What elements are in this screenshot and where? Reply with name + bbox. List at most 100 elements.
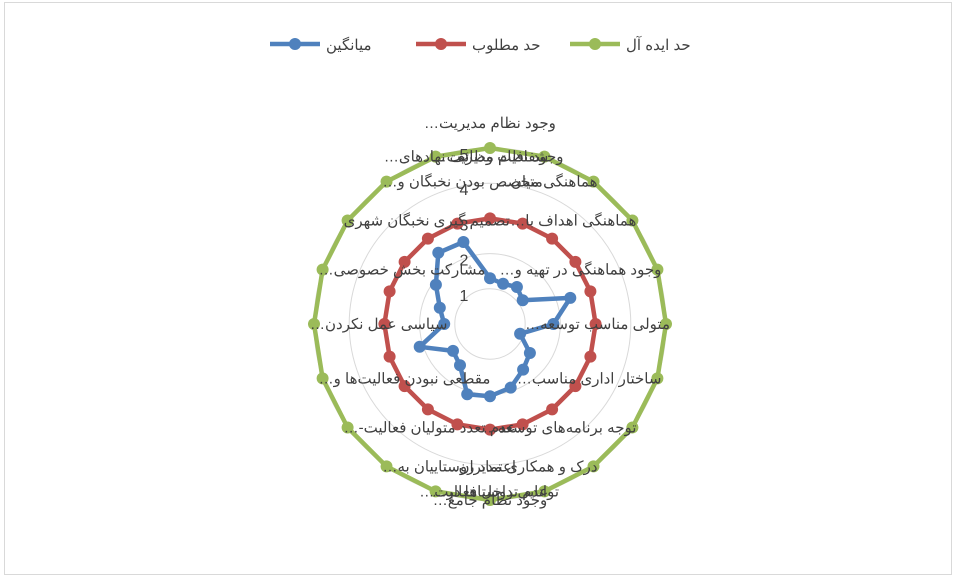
series-point — [523, 347, 536, 359]
category-label: اعتماد روستاییان به… — [383, 458, 517, 475]
series-point — [651, 372, 664, 385]
category-label: مقطعی نبودن فعالیت‌ها و… — [319, 370, 491, 387]
radar-series — [308, 142, 672, 506]
legend-marker — [289, 38, 301, 50]
category-label: سیاسی عمل نکردن… — [310, 316, 447, 333]
series-point — [429, 485, 442, 498]
series-point — [308, 318, 320, 330]
legend-marker — [589, 38, 601, 50]
category-label: شفافیت وظائف نهادهای… — [384, 149, 549, 166]
series-point — [451, 418, 464, 431]
category-label: وجود نظام مدیریت… — [424, 115, 556, 132]
category-label: تصمیم گیری نخبگان شهری — [344, 212, 510, 230]
series-point — [438, 318, 451, 330]
legend-entry: حد مطلوب — [416, 37, 541, 54]
category-label: درک و همکاری مدیران… — [443, 458, 597, 475]
category-label: مشارکت بخش خصوصی… — [319, 262, 486, 279]
series-point — [484, 390, 496, 403]
series-point — [516, 418, 529, 431]
series-point — [433, 301, 446, 314]
series-point — [517, 363, 530, 376]
series-point — [546, 232, 559, 245]
series-point — [378, 318, 391, 330]
series-point — [316, 263, 329, 276]
series-point — [447, 344, 459, 357]
series-point — [421, 232, 434, 245]
category-label: وجود نظام مدیریت… — [432, 149, 564, 166]
series-point — [510, 281, 523, 293]
series-point — [484, 494, 496, 506]
legend-label: حد مطلوب — [472, 37, 541, 54]
series-point — [538, 485, 551, 498]
series-point — [504, 381, 517, 394]
grid-ring — [454, 288, 526, 360]
tick-label: 1 — [460, 288, 469, 305]
series-2 — [308, 142, 672, 506]
series-0 — [413, 236, 577, 403]
series-point — [383, 350, 396, 363]
tick-label: 5 — [460, 147, 469, 164]
category-label: وجود نظام جامع… — [433, 492, 547, 509]
series-point — [569, 380, 582, 393]
category-label: ساختار اداری مناسب… — [517, 370, 662, 387]
series-point — [380, 460, 393, 473]
category-label: هماهنگی اهداف با… — [510, 212, 636, 230]
chart-area — [4, 2, 952, 575]
category-labels: وجود نظام مدیریت…شفافیت وظائف نهادهای…هم… — [310, 115, 670, 509]
category-label: هماهنگی میان… — [496, 173, 598, 191]
series-point — [457, 236, 470, 248]
series-point — [484, 272, 496, 285]
series-point — [484, 212, 496, 225]
series-point — [546, 403, 559, 416]
series-point — [461, 388, 474, 401]
series-point — [547, 318, 560, 330]
legend: میانگین حد مطلوب حد ایده آل — [270, 36, 691, 54]
series-point — [398, 380, 411, 393]
series-point — [660, 318, 672, 330]
series-point — [341, 214, 354, 227]
tick-label: 4 — [460, 182, 469, 199]
legend-label: حد ایده آل — [626, 36, 691, 54]
series-point — [651, 263, 664, 276]
series-point — [497, 277, 510, 290]
series-point — [516, 294, 529, 307]
series-point — [538, 150, 551, 163]
radial-tick-labels: 1 2 3 4 5 — [460, 147, 469, 305]
category-label: عدم تداخل فعالیت… — [419, 483, 548, 500]
series-point — [451, 217, 464, 230]
category-label: توانایی روستاها در… — [432, 483, 559, 500]
series-point — [626, 421, 639, 434]
series-point — [432, 246, 445, 259]
category-label: توجه برنامه‌های توسعه… — [483, 420, 637, 437]
series-point — [454, 359, 466, 372]
series-point — [587, 460, 600, 473]
series-1 — [378, 212, 602, 436]
series-point — [341, 421, 354, 434]
legend-entry: حد ایده آل — [570, 36, 691, 54]
series-point — [587, 175, 600, 188]
tick-label: 2 — [460, 253, 469, 270]
series-point — [398, 255, 411, 268]
series-point — [569, 255, 582, 268]
category-label: متولی مناسب توسعه… — [525, 316, 670, 333]
series-point — [626, 214, 639, 227]
category-label: عدم تعدد متولیان فعالیت-… — [344, 420, 516, 437]
legend-label: میانگین — [326, 36, 372, 54]
series-point — [429, 150, 442, 163]
series-point — [413, 340, 426, 353]
legend-entry: میانگین — [270, 36, 372, 54]
series-point — [516, 217, 529, 230]
series-point — [421, 403, 434, 416]
series-point — [316, 372, 329, 385]
series-point — [514, 327, 527, 340]
series-point — [589, 318, 602, 330]
grid-ring — [348, 182, 632, 466]
series-point — [383, 285, 396, 298]
legend-marker — [435, 38, 447, 50]
category-label: وجود هماهنگی در تهیه و… — [500, 261, 662, 279]
series-point — [584, 350, 597, 363]
series-point — [564, 291, 577, 304]
series-point — [584, 285, 597, 298]
series-point — [429, 278, 442, 291]
category-label: متخصص بودن نخبگان و… — [383, 173, 543, 191]
